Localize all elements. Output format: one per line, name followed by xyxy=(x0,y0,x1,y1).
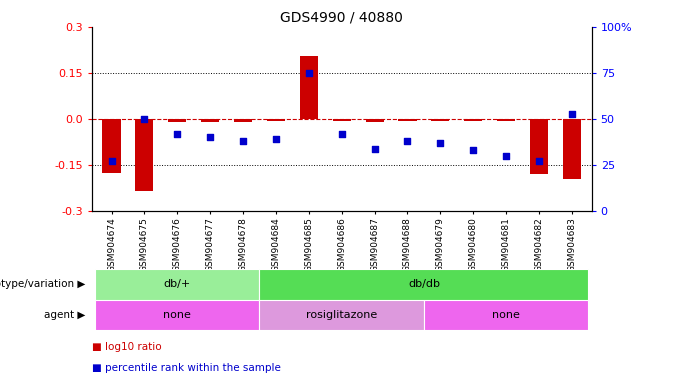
Bar xyxy=(168,119,186,122)
Bar xyxy=(424,300,588,330)
Text: agent ▶: agent ▶ xyxy=(44,310,85,320)
Bar xyxy=(464,119,482,121)
Point xyxy=(435,140,446,146)
Point xyxy=(139,116,150,122)
Bar xyxy=(201,119,219,122)
Point xyxy=(336,131,347,137)
Text: db/db: db/db xyxy=(408,279,440,289)
Point xyxy=(534,158,545,164)
Bar xyxy=(530,119,548,174)
Bar xyxy=(267,119,285,121)
Text: none: none xyxy=(163,310,191,320)
Point xyxy=(172,131,183,137)
Bar xyxy=(431,119,449,121)
Bar xyxy=(103,119,120,173)
Bar xyxy=(260,269,588,300)
Point xyxy=(468,147,479,154)
Text: rosiglitazone: rosiglitazone xyxy=(306,310,377,320)
Text: ■ percentile rank within the sample: ■ percentile rank within the sample xyxy=(92,363,281,373)
Title: GDS4990 / 40880: GDS4990 / 40880 xyxy=(280,10,403,24)
Bar xyxy=(398,119,417,121)
Text: ■ log10 ratio: ■ log10 ratio xyxy=(92,342,161,352)
Point xyxy=(402,138,413,144)
Bar xyxy=(95,300,260,330)
Point xyxy=(369,146,380,152)
Point xyxy=(271,136,282,142)
Point xyxy=(237,138,248,144)
Bar xyxy=(300,56,318,119)
Text: none: none xyxy=(492,310,520,320)
Point xyxy=(566,111,577,117)
Bar xyxy=(135,119,154,191)
Point xyxy=(500,153,511,159)
Text: db/+: db/+ xyxy=(164,279,191,289)
Bar xyxy=(260,300,424,330)
Bar xyxy=(333,119,351,121)
Bar xyxy=(563,119,581,179)
Text: genotype/variation ▶: genotype/variation ▶ xyxy=(0,279,85,289)
Point xyxy=(303,70,314,76)
Point xyxy=(106,158,117,164)
Bar xyxy=(95,269,260,300)
Bar xyxy=(497,119,515,121)
Bar xyxy=(366,119,384,122)
Bar xyxy=(234,119,252,122)
Point xyxy=(205,134,216,141)
